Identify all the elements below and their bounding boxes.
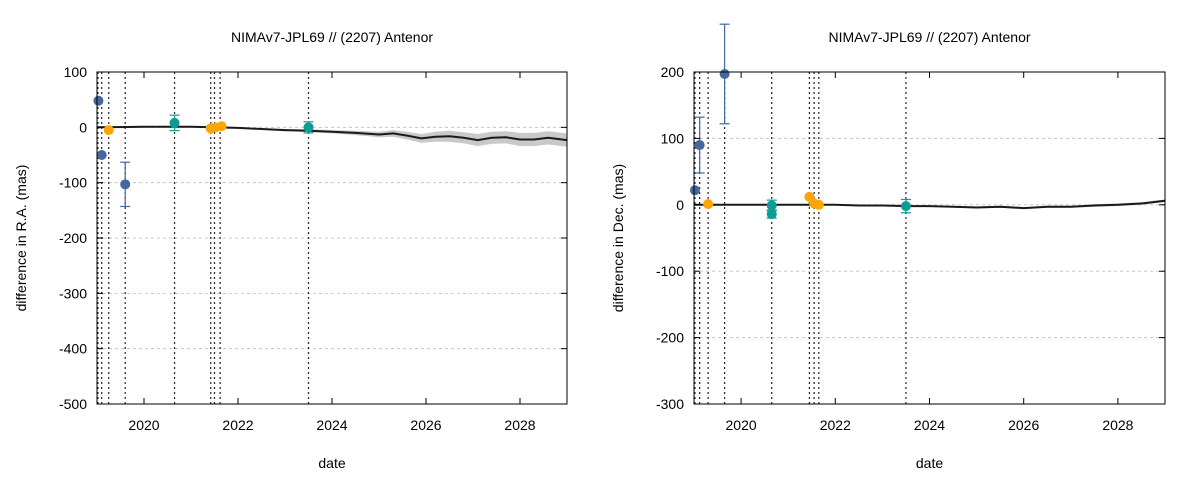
x-tick-label: 2024 [316, 417, 347, 433]
x-axis-label: date [318, 455, 345, 471]
y-tick-label: -100 [656, 263, 684, 279]
y-tick-label: 200 [661, 64, 685, 80]
x-tick-label: 2028 [504, 417, 535, 433]
y-tick-label: 0 [676, 197, 684, 213]
series-blue [689, 23, 730, 196]
plot-frame [693, 71, 1166, 405]
data-point [96, 150, 107, 160]
x-tick-label: 2024 [914, 417, 945, 433]
x-tick-label: 2026 [1008, 417, 1039, 433]
chart-1: NIMAv7-JPL69 // (2207) Antenor 100 0 -100 -2… [13, 29, 568, 471]
y-tick-label: -300 [59, 285, 87, 301]
data-point [216, 121, 227, 132]
x-tick-label: 2026 [410, 417, 441, 433]
data-point [703, 199, 714, 210]
data-point [813, 199, 824, 210]
data-point [694, 140, 705, 151]
y-tick-label: 0 [79, 119, 87, 135]
x-tick-label: 2022 [820, 417, 851, 433]
x-tick-label: 2020 [128, 417, 159, 433]
data-point [766, 209, 777, 220]
chart-2: NIMAv7-JPL69 // (2207) Antenor 200 100 0 -10… [610, 23, 1166, 471]
model-curve [97, 125, 567, 142]
data-point [900, 201, 911, 212]
data-point [120, 179, 131, 190]
series-blue [93, 95, 131, 208]
data-point [719, 68, 730, 79]
data-point [689, 185, 700, 196]
y-tick-label: -500 [59, 396, 87, 412]
y-tick-label: -200 [656, 330, 684, 346]
x-axis-label: date [916, 455, 943, 471]
data-point [93, 95, 104, 106]
y-tick-label: -100 [59, 175, 87, 191]
model-curve [694, 199, 1165, 210]
series-orange [703, 191, 824, 210]
x-tick-label: 2022 [222, 417, 253, 433]
data-point [766, 200, 777, 211]
y-axis-label: difference in R.A. (mas) [13, 165, 29, 312]
y-tick-label: -400 [59, 341, 87, 357]
x-tick-label: 2020 [726, 417, 757, 433]
chart-title: NIMAv7-JPL69 // (2207) Antenor [231, 29, 433, 45]
chart-title: NIMAv7-JPL69 // (2207) Antenor [828, 29, 1030, 45]
y-tick-label: -200 [59, 230, 87, 246]
model-uncertainty-band [97, 126, 567, 147]
y-tick-label: 100 [661, 130, 685, 146]
series-teal [766, 198, 911, 220]
y-axis-label: difference in Dec. (mas) [610, 164, 626, 312]
series-orange [103, 121, 227, 136]
data-point [303, 122, 314, 133]
y-tick-label: -300 [656, 396, 684, 412]
data-point [169, 117, 180, 128]
data-point [103, 125, 114, 136]
y-tick-label: 100 [64, 64, 88, 80]
x-tick-label: 2028 [1102, 417, 1133, 433]
series-teal [169, 114, 314, 134]
